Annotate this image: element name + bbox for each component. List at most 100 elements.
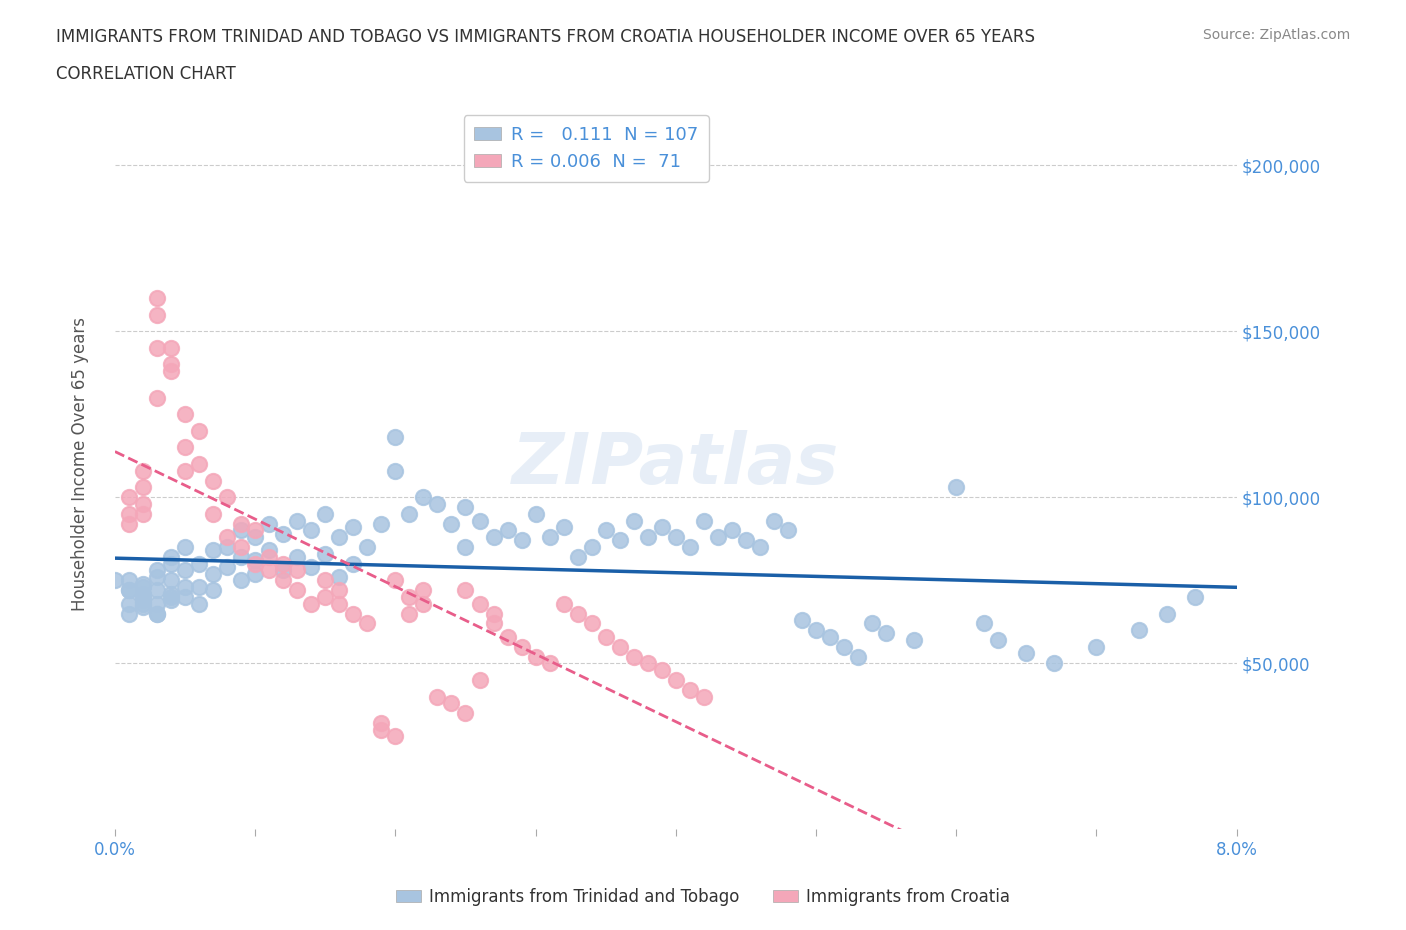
Point xyxy=(132,600,155,615)
Point xyxy=(132,586,155,601)
Point xyxy=(496,630,519,644)
Point xyxy=(1015,646,1038,661)
Point xyxy=(160,340,183,355)
Point xyxy=(160,550,183,565)
Point xyxy=(160,357,183,372)
Y-axis label: Householder Income Over 65 years: Householder Income Over 65 years xyxy=(72,317,89,611)
Point xyxy=(454,539,477,554)
Point xyxy=(285,550,308,565)
Point xyxy=(202,473,225,488)
Point xyxy=(384,729,406,744)
Point xyxy=(202,543,225,558)
Text: ZIPatlas: ZIPatlas xyxy=(512,430,839,498)
Point xyxy=(651,662,673,677)
Point xyxy=(328,569,350,584)
Point xyxy=(735,533,758,548)
Point xyxy=(875,626,897,641)
Point xyxy=(538,530,561,545)
Point xyxy=(285,563,308,578)
Point xyxy=(637,530,659,545)
Point xyxy=(118,490,141,505)
Point xyxy=(243,530,266,545)
Point xyxy=(231,550,253,565)
Point xyxy=(328,583,350,598)
Point xyxy=(257,543,280,558)
Text: IMMIGRANTS FROM TRINIDAD AND TOBAGO VS IMMIGRANTS FROM CROATIA HOUSEHOLDER INCOM: IMMIGRANTS FROM TRINIDAD AND TOBAGO VS I… xyxy=(56,28,1035,46)
Point xyxy=(217,530,239,545)
Point xyxy=(412,596,434,611)
Point xyxy=(679,683,702,698)
Point xyxy=(595,523,617,538)
Point xyxy=(426,689,449,704)
Point xyxy=(609,533,631,548)
Point xyxy=(118,573,141,588)
Legend: Immigrants from Trinidad and Tobago, Immigrants from Croatia: Immigrants from Trinidad and Tobago, Imm… xyxy=(389,881,1017,912)
Point xyxy=(384,463,406,478)
Point xyxy=(132,592,155,607)
Point xyxy=(231,516,253,531)
Point xyxy=(595,630,617,644)
Point xyxy=(217,560,239,575)
Point xyxy=(581,616,603,631)
Point xyxy=(271,526,294,541)
Point xyxy=(749,539,772,554)
Point xyxy=(146,563,169,578)
Point xyxy=(370,516,392,531)
Point xyxy=(146,307,169,322)
Point xyxy=(271,563,294,578)
Point xyxy=(188,596,211,611)
Point xyxy=(482,606,505,621)
Point xyxy=(132,579,155,594)
Point xyxy=(118,583,141,598)
Point xyxy=(609,639,631,654)
Point xyxy=(328,596,350,611)
Point xyxy=(804,623,827,638)
Point xyxy=(1184,590,1206,604)
Point xyxy=(257,563,280,578)
Point xyxy=(314,546,336,561)
Point xyxy=(146,340,169,355)
Point xyxy=(412,490,434,505)
Point xyxy=(299,523,322,538)
Point xyxy=(538,656,561,671)
Point xyxy=(440,696,463,711)
Point xyxy=(370,716,392,731)
Point xyxy=(160,586,183,601)
Point xyxy=(188,423,211,438)
Point xyxy=(257,516,280,531)
Point xyxy=(567,606,589,621)
Point xyxy=(818,630,841,644)
Point xyxy=(146,391,169,405)
Point xyxy=(174,563,197,578)
Point xyxy=(118,596,141,611)
Point xyxy=(118,583,141,598)
Point xyxy=(132,480,155,495)
Point xyxy=(160,592,183,607)
Point xyxy=(314,507,336,522)
Point xyxy=(370,723,392,737)
Point xyxy=(132,463,155,478)
Point xyxy=(482,616,505,631)
Point xyxy=(188,579,211,594)
Point xyxy=(412,583,434,598)
Point xyxy=(146,569,169,584)
Point xyxy=(665,530,688,545)
Point xyxy=(384,573,406,588)
Point xyxy=(454,706,477,721)
Point xyxy=(202,566,225,581)
Point xyxy=(118,516,141,531)
Point xyxy=(174,539,197,554)
Point xyxy=(510,639,533,654)
Point xyxy=(665,672,688,687)
Point xyxy=(314,590,336,604)
Point xyxy=(342,556,364,571)
Point xyxy=(468,513,491,528)
Point xyxy=(454,583,477,598)
Point xyxy=(693,689,716,704)
Point xyxy=(146,583,169,598)
Point xyxy=(174,590,197,604)
Point xyxy=(160,556,183,571)
Point xyxy=(903,632,925,647)
Point xyxy=(160,573,183,588)
Point xyxy=(679,539,702,554)
